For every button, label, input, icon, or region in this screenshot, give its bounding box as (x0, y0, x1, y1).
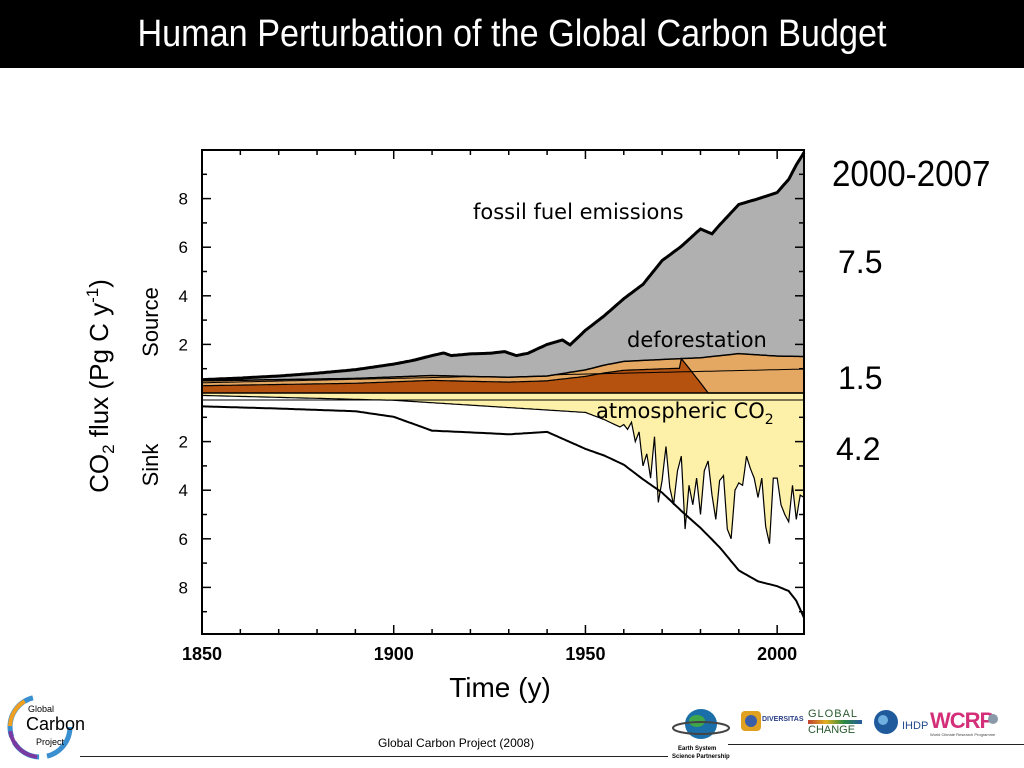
plot-layer (201, 151, 806, 619)
slide-title: Human Perturbation of the Global Carbon … (137, 13, 887, 55)
earth-globe-icon (672, 709, 730, 739)
y-tick-label: 4 (179, 287, 188, 306)
y-tick-label: 8 (179, 578, 188, 597)
fossil-area (202, 152, 804, 381)
y-tick-label: 8 (179, 190, 188, 209)
fossil-line (202, 151, 806, 382)
y-label-sup: -1 (83, 288, 102, 303)
footer-rule-right (728, 744, 1024, 745)
fossil-value: 7.5 (838, 244, 883, 280)
x-tick-label: 1950 (565, 644, 605, 664)
atmospheric-area (202, 393, 804, 544)
sink-line (202, 405, 805, 619)
diversitas-label: DIVERSITAS (762, 716, 804, 723)
atmospheric-annotation: atmospheric CO2 (596, 399, 774, 428)
atmospheric-annotation-text: atmospheric CO (596, 399, 765, 423)
atmospheric-value: 4.2 (836, 431, 881, 467)
gcp-line2: Carbon (26, 714, 86, 734)
igbp-stripe (808, 720, 862, 724)
y-tick-label: 6 (179, 238, 188, 257)
global-carbon-project-logo: Global Carbon Project (6, 692, 85, 762)
ihdp-label: IHDP (902, 720, 929, 732)
essp-line1: Earth System (678, 746, 717, 752)
axis-layer: 8 6 4 2 2 4 6 8 1850 1900 1950 2000 (179, 149, 805, 664)
essp-logo: Earth System Science Partnership (672, 704, 730, 766)
gcp-line1: Global (28, 704, 55, 714)
deforestation-value: 1.5 (838, 360, 883, 396)
title-bar: Human Perturbation of the Global Carbon … (0, 0, 1024, 68)
y-tick-label: 2 (179, 433, 188, 452)
diversitas-emblem-icon (741, 711, 761, 731)
wcrp-dot-icon (988, 714, 998, 724)
land-use-dark-line (202, 357, 804, 394)
ihdp-logo: IHDP (872, 708, 930, 738)
sink-label: Sink (138, 443, 163, 487)
period-label: 2000-2007 (832, 153, 991, 194)
y-label-co: CO (84, 454, 114, 493)
y-tick-label: 4 (179, 481, 188, 500)
igbp-logo: GLOBAL CHANGE (808, 708, 866, 740)
plot-frame (201, 149, 805, 635)
igbp-bottom: CHANGE (808, 724, 856, 736)
gcp-line3: Project (36, 737, 65, 747)
diversitas-logo: DIVERSITAS (740, 710, 804, 736)
x-tick-label: 2000 (757, 644, 797, 664)
gcp-ring-icon (7, 694, 73, 760)
essp-line2: Science Partnership (672, 754, 730, 760)
ihdp-globe-icon (874, 710, 898, 734)
y-label-mid: flux (Pg C y (84, 303, 114, 445)
wcrp-sub: World Climate Research Programme (930, 732, 996, 737)
land-use-dark-area (202, 358, 804, 393)
y-label-sub: 2 (99, 444, 118, 453)
deforestation-annotation: deforestation (627, 328, 767, 352)
x-tick-label: 1850 (182, 644, 222, 664)
wcrp-label: WCRP (930, 708, 994, 733)
y-tick-label: 6 (179, 530, 188, 549)
source-label: Source (138, 287, 163, 357)
atmospheric-line (201, 394, 805, 544)
source-caption: Global Carbon Project (2008) (378, 736, 535, 750)
atmospheric-annotation-subscript: 2 (765, 412, 774, 428)
y-label-end: ) (84, 279, 114, 288)
footer-rule-left (80, 756, 668, 757)
y-axis-label: CO2 flux (Pg C y-1) (83, 279, 118, 493)
wcrp-logo: WCRP World Climate Research Programme (930, 708, 1020, 740)
fossil-annotation: fossil fuel emissions (473, 200, 684, 224)
x-tick-label: 1900 (374, 644, 414, 664)
low-boundary-line (202, 368, 804, 384)
igbp-top: GLOBAL (808, 708, 859, 720)
y-tick-label: 2 (179, 335, 188, 354)
x-axis-label: Time (y) (449, 672, 551, 703)
